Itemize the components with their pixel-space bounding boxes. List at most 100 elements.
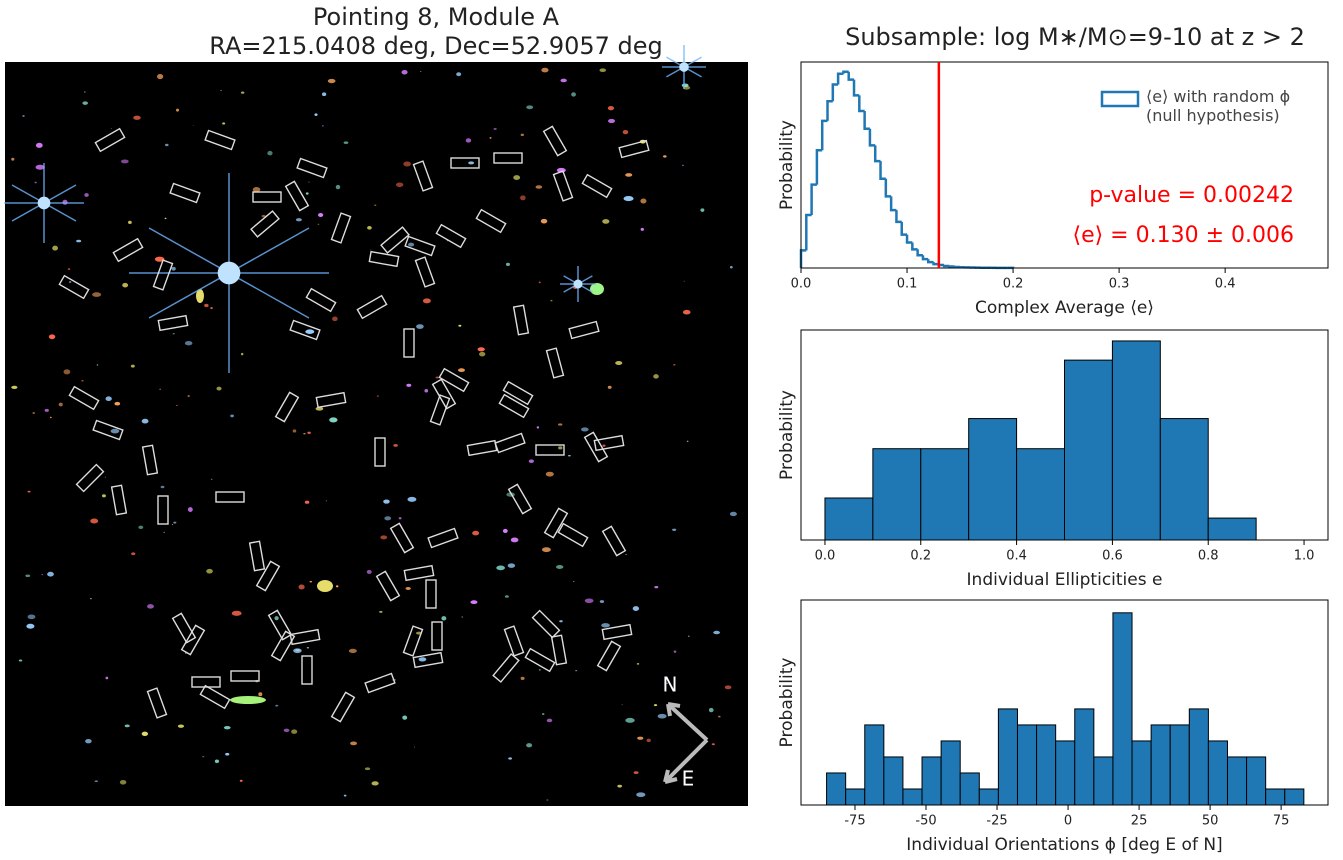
galaxy	[608, 386, 612, 389]
galaxy	[22, 115, 24, 117]
galaxy	[306, 192, 309, 194]
galaxy	[157, 74, 163, 79]
hist-bar	[1170, 725, 1189, 805]
hist-step	[928, 259, 933, 262]
galaxy	[138, 526, 143, 529]
x-tick-label: 0.2	[910, 549, 931, 564]
galaxy	[172, 524, 173, 525]
galaxy	[114, 402, 120, 406]
galaxy	[25, 575, 30, 578]
galaxy	[654, 704, 657, 706]
galaxy	[684, 281, 685, 282]
hist-step	[886, 179, 891, 197]
galaxy	[120, 780, 126, 785]
hist-bar	[1065, 360, 1113, 540]
hist-bar	[1189, 709, 1208, 805]
hist-bar	[827, 773, 846, 805]
hist-bar	[998, 709, 1017, 805]
hist-bar	[941, 741, 960, 805]
galaxy	[147, 604, 154, 609]
galaxy	[541, 68, 548, 73]
galaxy	[535, 185, 542, 189]
galaxy	[546, 799, 548, 800]
star	[38, 197, 51, 210]
galaxy	[625, 173, 632, 177]
hist-bar	[873, 449, 921, 540]
galaxy	[222, 122, 225, 124]
hist-bar	[921, 449, 969, 540]
galaxy	[700, 208, 704, 211]
galaxy	[81, 380, 83, 381]
galaxy	[159, 389, 161, 390]
x-tick-label: 50	[1202, 814, 1219, 829]
galaxy	[90, 518, 98, 523]
galaxy	[637, 737, 643, 740]
galaxy	[216, 387, 221, 391]
galaxy	[305, 329, 314, 334]
galaxy	[161, 486, 165, 488]
hist-step	[907, 235, 912, 243]
galaxy	[581, 427, 589, 431]
x-tick-label: 0.6	[1102, 549, 1123, 564]
galaxy	[365, 767, 370, 770]
galaxy	[602, 444, 605, 446]
galaxy	[309, 581, 312, 583]
image-title: Pointing 8, Module A	[313, 3, 560, 31]
x-tick-label: 25	[1131, 814, 1148, 829]
galaxy	[128, 221, 132, 224]
galaxy	[402, 70, 408, 75]
galaxy	[599, 68, 606, 72]
sky-image	[5, 62, 748, 806]
galaxy	[349, 649, 357, 653]
hist-bar	[1037, 725, 1056, 805]
galaxy	[489, 137, 491, 139]
galaxy	[479, 352, 485, 357]
galaxy	[641, 228, 644, 231]
chart-title: Subsample: log M∗/M⊙=9-10 at z > 2	[845, 23, 1305, 51]
hist-step	[812, 185, 817, 215]
hist-bar	[969, 419, 1017, 540]
x-axis-label: Individual Orientations ϕ [deg E of N]	[906, 835, 1222, 855]
galaxy	[11, 158, 14, 161]
x-tick-label: -75	[844, 814, 865, 829]
galaxy	[165, 144, 169, 146]
hist-step	[849, 72, 854, 80]
hist-bar	[1075, 709, 1094, 805]
galaxy	[712, 743, 715, 745]
x-tick-label: -25	[986, 814, 1007, 829]
galaxy	[672, 529, 676, 531]
galaxy	[508, 563, 515, 568]
x-tick-label: 0	[1064, 814, 1072, 829]
x-tick-label: 1.0	[1294, 549, 1315, 564]
galaxy	[472, 531, 479, 536]
galaxy	[125, 724, 130, 727]
hist-bar	[1112, 341, 1160, 540]
galaxy	[663, 155, 667, 157]
hist-bar	[979, 789, 998, 805]
galaxy	[503, 529, 508, 533]
hist-bar	[1266, 789, 1285, 805]
hist-bar	[922, 757, 941, 805]
galaxy	[36, 143, 43, 148]
galaxy	[299, 585, 305, 590]
hist-bar	[884, 757, 903, 805]
galaxy	[28, 614, 36, 619]
galaxy	[121, 159, 129, 163]
galaxy	[350, 741, 357, 745]
galaxy	[547, 719, 553, 723]
galaxy	[317, 224, 319, 225]
galaxy	[293, 648, 301, 653]
annotation: p-value = 0.00242	[1089, 183, 1294, 208]
galaxy	[317, 580, 333, 592]
x-tick-label: -50	[915, 814, 936, 829]
galaxy	[380, 535, 387, 539]
galaxy	[274, 616, 278, 620]
galaxy	[496, 566, 505, 571]
galaxy	[133, 116, 140, 120]
x-tick-label: 0.8	[1198, 549, 1219, 564]
x-tick-label: 0.3	[1109, 277, 1130, 292]
galaxy	[558, 446, 562, 449]
hist-step	[822, 121, 827, 150]
hist-step	[806, 215, 811, 250]
